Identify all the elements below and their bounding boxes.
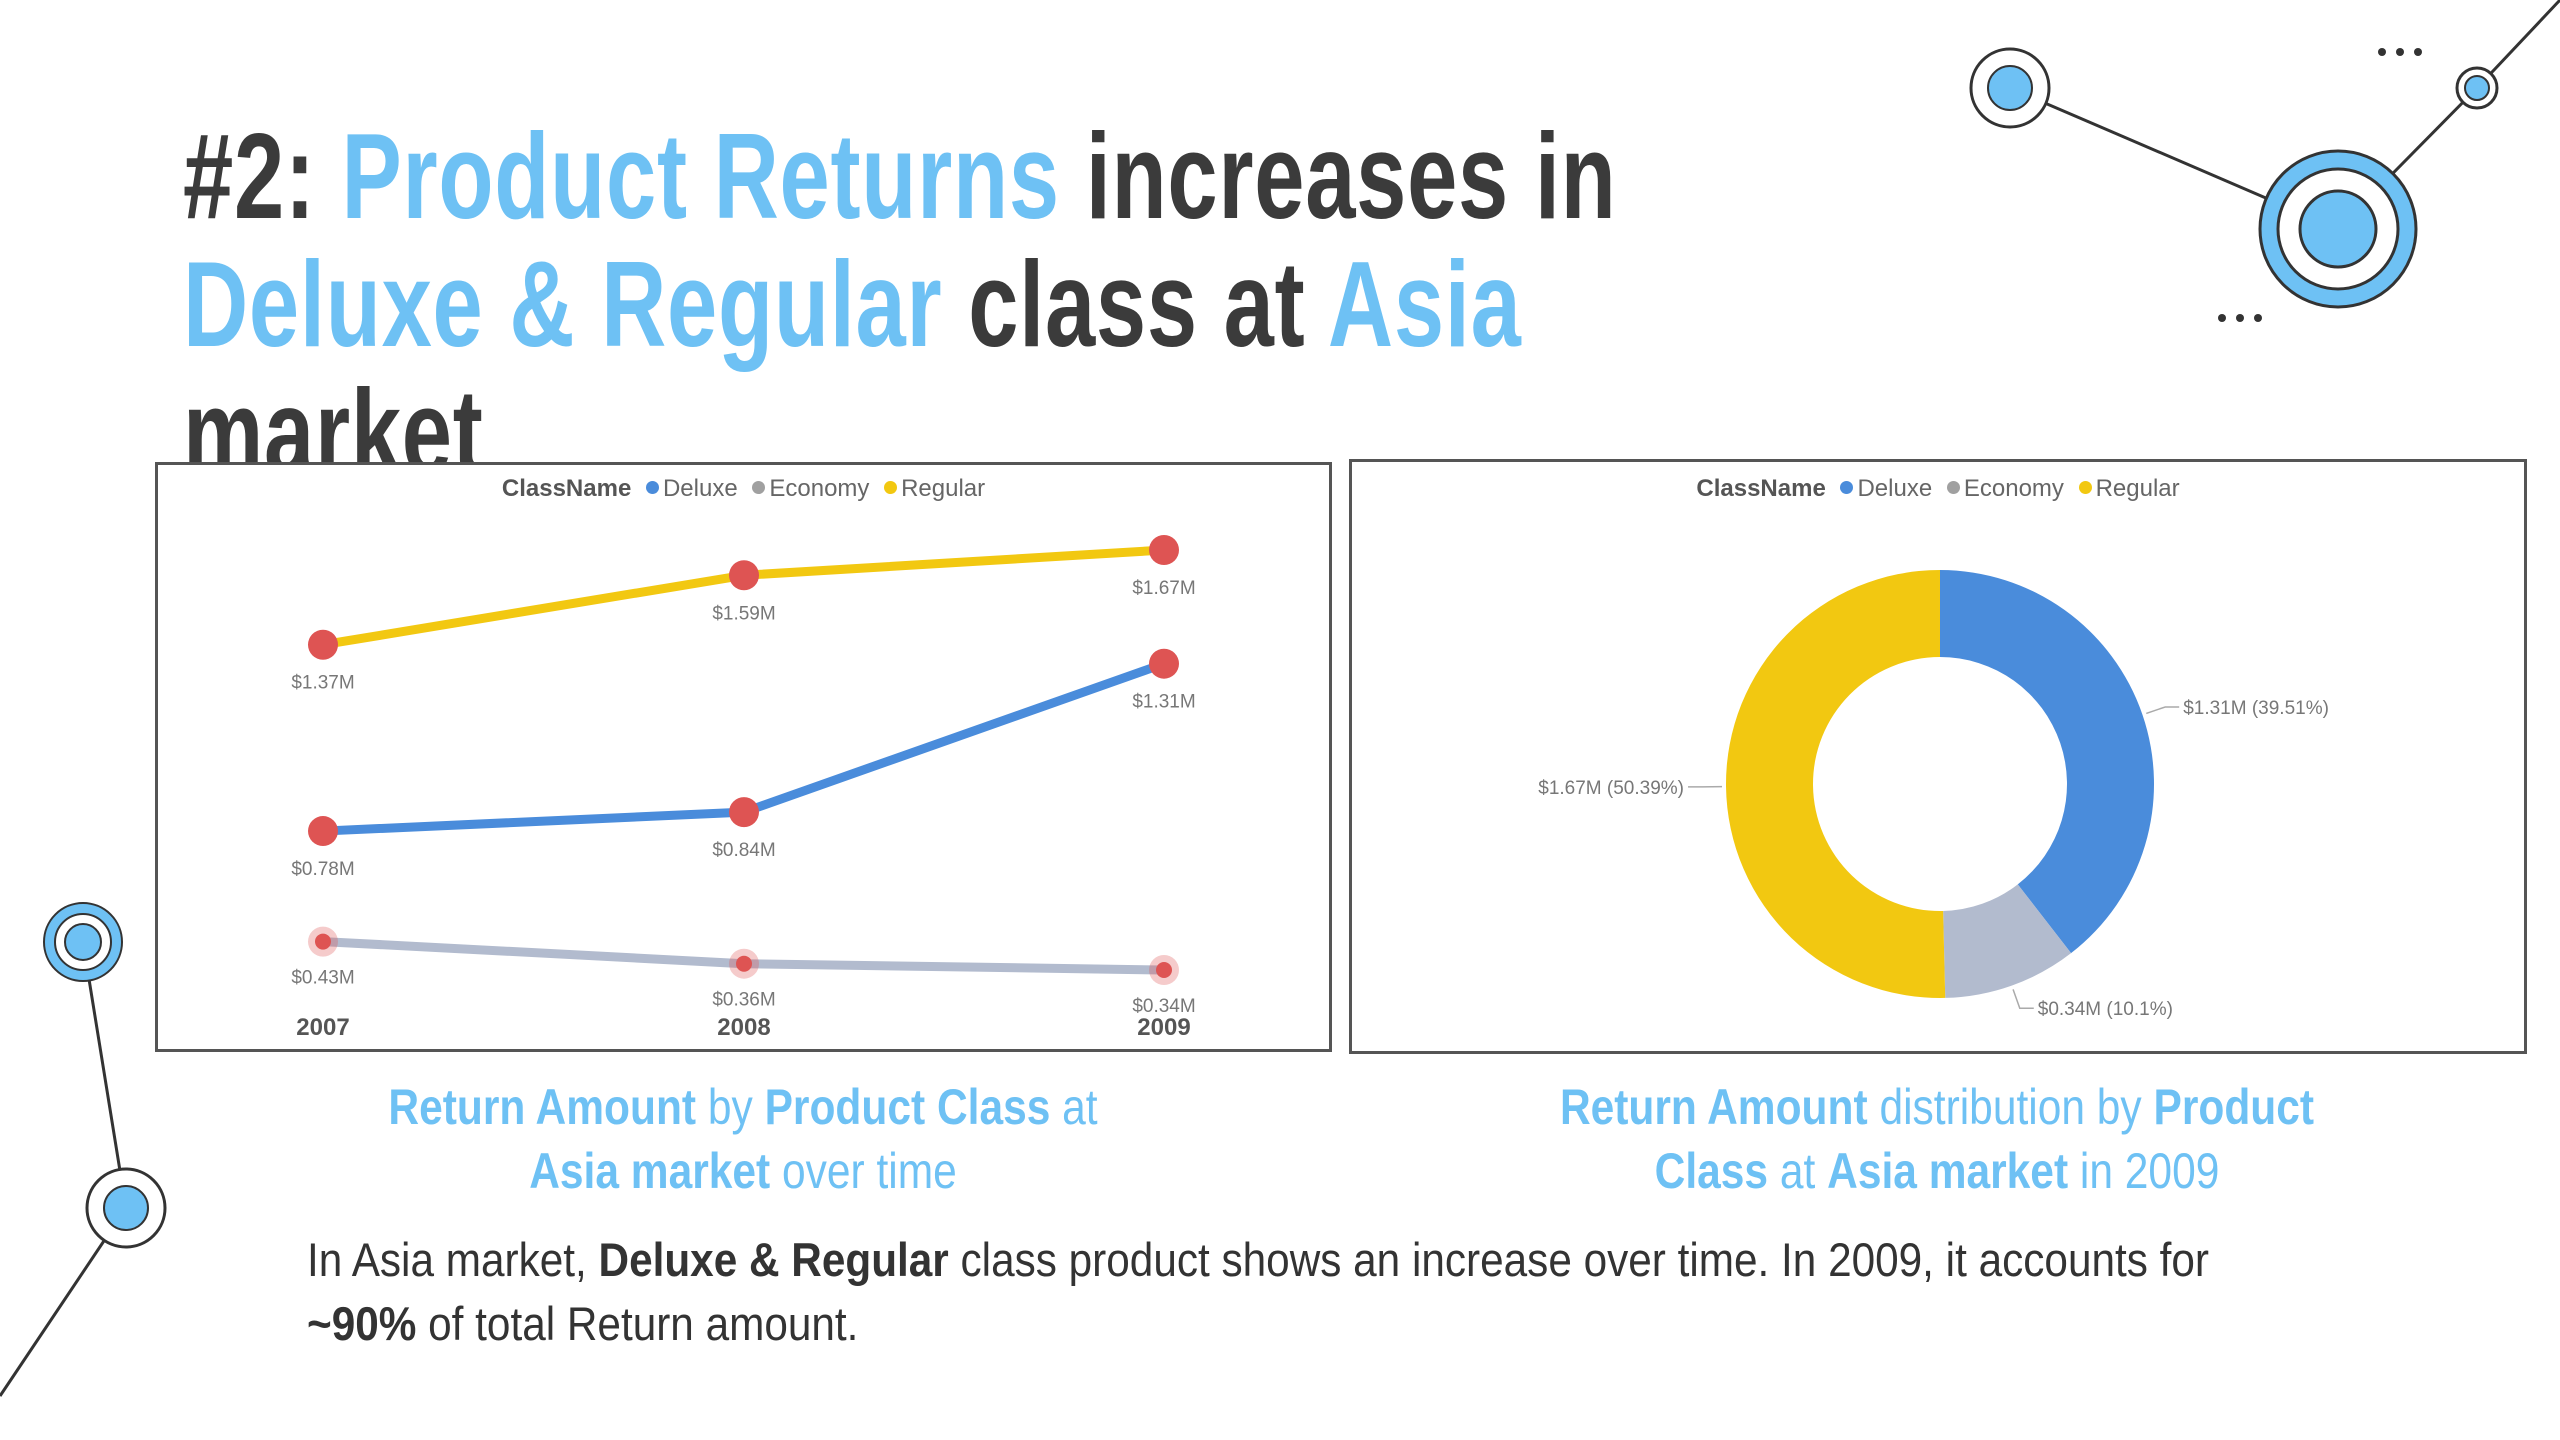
line-chart: $1.37M $1.59M $1.67M $0.78M $0.84M $1.31M $0.4…	[291, 535, 1196, 1041]
leader-line	[2146, 706, 2180, 715]
legend-dot-deluxe	[645, 481, 659, 495]
text-segment: increases in	[1059, 108, 1617, 244]
slice-label: $0.34M (10.1%)	[2038, 999, 2173, 1020]
text-segment: Product Class	[1654, 1079, 2315, 1199]
x-tick-label: 2009	[1137, 1014, 1190, 1041]
donut-slice-economy	[1943, 884, 2072, 998]
title-line-2: Deluxe & Regular class at Asia market	[183, 240, 1811, 496]
legend-item-economy: Economy	[1963, 475, 2064, 502]
node-icon-left-1	[43, 902, 123, 982]
text-segment: Deluxe & Regular	[598, 1233, 949, 1286]
legend-item-regular: Regular	[901, 475, 986, 502]
line-chart-panel: ClassName Deluxe Economy Regular $1.37M $…	[155, 462, 1332, 1052]
text-segment: in 2009	[2068, 1143, 2220, 1199]
slice-label: $1.67M (50.39%)	[1538, 778, 1684, 799]
data-label: $0.43M	[291, 968, 354, 989]
donut-chart-caption: Return Amount distribution by Product Cl…	[1555, 1075, 2320, 1203]
node-icon-left-2	[85, 1167, 167, 1249]
text-segment: Return Amount	[1559, 1079, 1868, 1135]
text-segment: over time	[770, 1143, 957, 1199]
data-point	[736, 955, 752, 972]
text-segment: at	[1768, 1143, 1828, 1199]
text-segment: ~90%	[307, 1297, 417, 1350]
text-segment: class at	[942, 236, 1328, 372]
data-point	[308, 816, 338, 847]
ellipsis-icon	[2218, 48, 2422, 322]
data-point	[729, 560, 759, 591]
text-segment: at	[1050, 1079, 1098, 1135]
data-point	[729, 797, 759, 828]
legend-title: ClassName	[501, 475, 632, 502]
summary-text: In Asia market, Deluxe & Regular class p…	[307, 1228, 2377, 1356]
text-segment: Asia	[1327, 236, 1522, 372]
line-chart-caption: Return Amount by Product Class at Asia m…	[361, 1075, 1126, 1203]
text-segment: Asia market	[529, 1143, 771, 1199]
data-point	[308, 629, 338, 660]
leader-line	[2012, 989, 2034, 1009]
data-point	[1149, 648, 1179, 679]
x-tick-label: 2008	[717, 1014, 770, 1041]
text-segment: of total Return amount.	[416, 1297, 859, 1350]
legend-dot-deluxe	[1840, 481, 1854, 495]
node-icon-small	[2455, 66, 2499, 110]
text-segment: Product Returns	[341, 108, 1060, 244]
data-label: $0.84M	[712, 840, 775, 861]
data-label: $1.31M	[1132, 692, 1195, 713]
text-segment: class product shows an increase over tim…	[948, 1233, 2210, 1286]
data-point	[1156, 962, 1172, 979]
text-segment: Product Class	[764, 1079, 1051, 1135]
legend-item-regular: Regular	[2095, 475, 2180, 502]
node-icon-large	[2258, 149, 2418, 309]
legend-item-deluxe: Deluxe	[1857, 475, 1933, 502]
slice-label: $1.31M (39.51%)	[2183, 698, 2329, 719]
title-line-1: #2: Product Returns increases in	[183, 112, 1811, 240]
data-point	[1149, 535, 1179, 565]
donut-slice-regular	[1725, 570, 1946, 998]
legend-item-deluxe: Deluxe	[662, 475, 738, 502]
text-segment: Asia market	[1827, 1143, 2069, 1199]
data-label: $0.34M	[1132, 996, 1195, 1017]
data-label: $1.67M	[1132, 578, 1195, 599]
legend-dot-regular	[2078, 481, 2092, 495]
data-label: $0.78M	[291, 859, 354, 880]
data-label: $0.36M	[712, 990, 775, 1011]
text-segment: by	[696, 1079, 765, 1135]
text-segment: In Asia market,	[307, 1233, 599, 1286]
legend-item-economy: Economy	[769, 475, 870, 502]
data-label: $1.37M	[291, 673, 354, 694]
donut-chart: $1.31M (39.51%) $0.34M (10.1%) $1.67M (50.…	[1538, 570, 2329, 1020]
text-segment: #2:	[183, 108, 342, 244]
data-label: $1.59M	[712, 603, 775, 624]
text-segment: Deluxe & Regular	[183, 236, 943, 372]
legend-title: ClassName	[1696, 475, 1826, 502]
legend-dot-economy	[1946, 481, 1960, 495]
slide-title: #2: Product Returns increases in Deluxe …	[183, 112, 1811, 496]
donut-slice-deluxe	[1940, 570, 2154, 954]
node-icon-top-1	[1969, 47, 2051, 129]
text-segment: distribution by	[1867, 1079, 2154, 1135]
chart-legend: ClassName Deluxe Economy Regular	[158, 475, 1329, 503]
x-tick-label: 2007	[296, 1014, 349, 1041]
legend-dot-economy	[752, 481, 766, 495]
legend-dot-regular	[884, 481, 898, 495]
data-point	[315, 933, 331, 950]
donut-chart-panel: ClassName Deluxe Economy Regular $1.31M …	[1349, 459, 2527, 1054]
chart-legend: ClassName Deluxe Economy Regular	[1352, 475, 2524, 503]
text-segment: Return Amount	[388, 1079, 697, 1135]
